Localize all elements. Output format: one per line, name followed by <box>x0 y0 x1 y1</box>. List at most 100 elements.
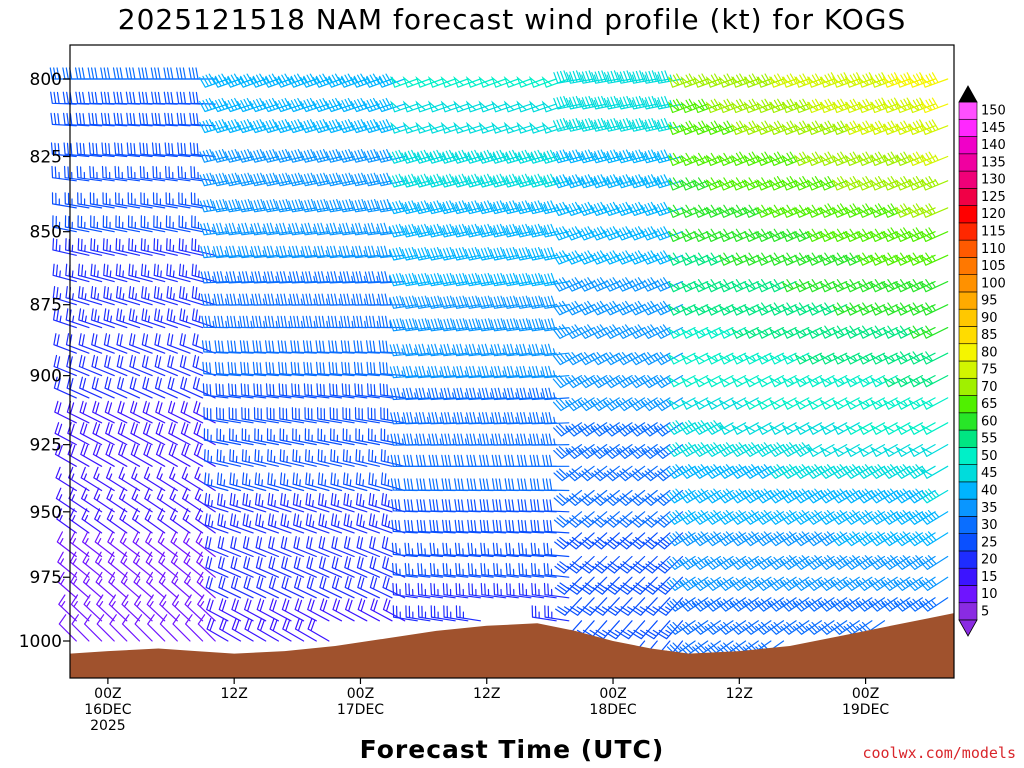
wind-barb <box>868 555 898 570</box>
wind-barb <box>156 487 178 513</box>
wind-barb <box>199 97 229 113</box>
wind-barb <box>742 555 772 570</box>
wind-barb <box>341 361 368 377</box>
wind-barb <box>279 472 305 492</box>
wind-barb <box>578 397 608 412</box>
colorbar-segment <box>958 533 978 552</box>
colorbar-segment <box>958 602 978 621</box>
wind-barb <box>197 594 216 622</box>
wind-barb <box>540 200 570 215</box>
wind-barb <box>166 333 191 354</box>
wind-barb <box>768 397 797 410</box>
wind-barb <box>281 556 305 578</box>
wind-barb <box>229 492 254 513</box>
wind-barb <box>127 215 153 233</box>
wind-barb <box>217 492 242 513</box>
wind-barb <box>117 376 141 399</box>
wind-barb <box>392 605 418 622</box>
wind-barb <box>202 361 229 377</box>
x-tick-label: 12Z <box>220 686 247 702</box>
wind-barb <box>429 519 456 534</box>
wind-barb <box>196 551 216 578</box>
wind-barb <box>303 383 330 399</box>
wind-barb <box>920 444 949 457</box>
wind-barb <box>654 397 684 412</box>
wind-barb <box>743 327 772 339</box>
x-tick-label: 18DEC <box>589 702 636 718</box>
colorbar: 1501451401351301251201151101051009590858… <box>958 85 1006 637</box>
wind-barb <box>142 376 166 399</box>
wind-barb <box>325 73 355 88</box>
wind-barbs <box>49 67 949 660</box>
wind-barb <box>679 420 709 435</box>
credit-link[interactable]: coolwx.com/models <box>862 744 1016 762</box>
wind-barb <box>819 325 848 339</box>
wind-barb <box>217 513 242 534</box>
wind-barb <box>134 614 153 642</box>
wind-barb <box>506 582 532 599</box>
wind-barb <box>166 308 191 329</box>
wind-barb <box>743 422 772 435</box>
wind-barb <box>249 97 279 113</box>
wind-barb <box>843 464 873 479</box>
wind-barb <box>704 531 734 547</box>
wind-barb <box>767 597 797 612</box>
wind-barb <box>767 442 797 457</box>
wind-barb <box>540 295 570 309</box>
wind-barb <box>170 551 191 578</box>
wind-barb <box>615 352 646 366</box>
wind-barb <box>628 324 658 339</box>
wind-barb <box>590 226 620 241</box>
wind-barb <box>920 375 949 388</box>
wind-barb <box>742 442 772 457</box>
wind-barb <box>205 536 229 558</box>
wind-barb <box>305 492 330 513</box>
wind-barb <box>366 361 393 377</box>
wind-barb <box>196 571 216 599</box>
wind-barb <box>158 571 178 599</box>
wind-barb <box>480 542 507 558</box>
wind-barb <box>641 277 671 292</box>
wind-barb <box>54 443 77 467</box>
wind-barb <box>680 397 709 410</box>
wind-barb <box>217 536 242 558</box>
wind-barb <box>518 562 545 578</box>
wind-barb <box>567 555 595 574</box>
wind-barb <box>54 400 77 424</box>
wind-barb <box>294 598 317 622</box>
wind-barb <box>254 492 279 513</box>
wind-barb <box>126 142 153 158</box>
wind-barb <box>229 428 254 446</box>
wind-barb <box>229 513 254 534</box>
wind-barb <box>615 277 646 292</box>
wind-barb <box>92 443 115 467</box>
wind-barb <box>617 576 646 595</box>
wind-barb <box>628 397 658 412</box>
wind-barb <box>628 375 658 389</box>
wind-barb <box>857 397 886 410</box>
wind-barb <box>229 449 254 467</box>
wind-barb <box>266 428 292 446</box>
wind-barb <box>80 443 103 467</box>
wind-barb <box>831 325 860 339</box>
wind-barb <box>147 614 166 642</box>
wind-barb <box>717 442 747 457</box>
wind-barb <box>182 487 204 513</box>
wind-barb <box>518 542 545 558</box>
wind-barb <box>843 488 873 504</box>
wind-barb <box>159 594 178 622</box>
wind-barb <box>679 442 709 457</box>
wind-barb <box>131 487 153 513</box>
wind-barb <box>65 286 90 306</box>
wind-barb <box>843 531 873 547</box>
colorbar-segment <box>958 101 978 120</box>
wind-barb <box>615 250 646 265</box>
wind-barb <box>265 361 292 377</box>
wind-barb <box>84 614 103 642</box>
wind-barb <box>92 400 115 424</box>
wind-barb <box>217 556 242 578</box>
wind-barb <box>643 576 671 595</box>
wind-barb <box>530 542 557 558</box>
wind-barb <box>755 555 785 570</box>
wind-barb <box>52 263 77 283</box>
